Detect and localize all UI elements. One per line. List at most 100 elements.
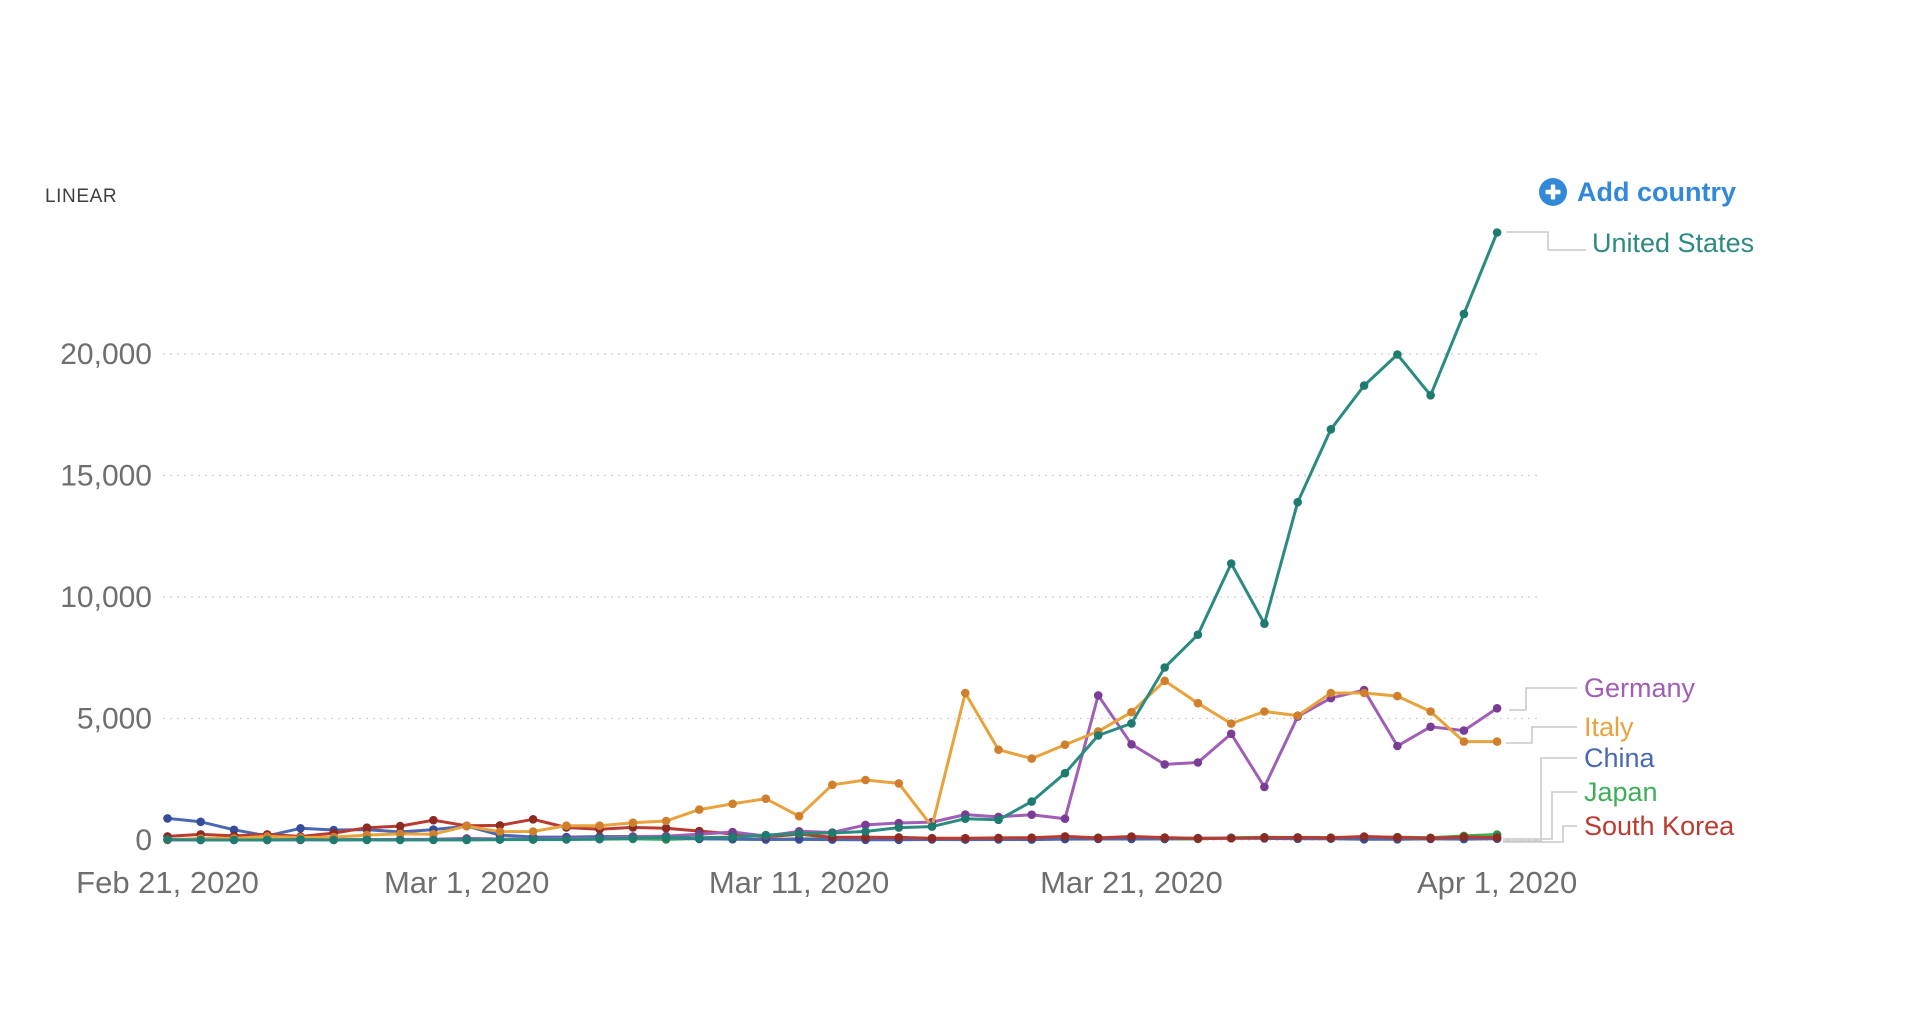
data-point[interactable] — [828, 780, 837, 790]
series-label-italy[interactable]: Italy — [1584, 712, 1634, 742]
data-point[interactable] — [1093, 833, 1103, 843]
data-point[interactable] — [296, 835, 305, 844]
data-point[interactable] — [1426, 833, 1435, 843]
data-point[interactable] — [1193, 698, 1203, 708]
data-point[interactable] — [1426, 391, 1435, 400]
data-point[interactable] — [728, 832, 737, 842]
data-point[interactable] — [728, 799, 737, 809]
data-point[interactable] — [1459, 726, 1469, 735]
data-point[interactable] — [362, 823, 372, 832]
data-point[interactable] — [994, 833, 1003, 843]
data-point[interactable] — [794, 829, 804, 838]
data-point[interactable] — [861, 827, 870, 836]
data-point[interactable] — [628, 833, 638, 843]
data-point[interactable] — [1193, 758, 1203, 767]
data-point[interactable] — [1459, 832, 1469, 842]
data-point[interactable] — [329, 835, 339, 845]
data-point[interactable] — [528, 827, 538, 836]
data-point[interactable] — [1293, 833, 1302, 842]
data-point[interactable] — [1226, 833, 1236, 843]
data-point[interactable] — [1459, 309, 1469, 319]
data-point[interactable] — [495, 827, 505, 836]
series-line-italy[interactable] — [166, 679, 1499, 842]
data-point[interactable] — [994, 815, 1003, 825]
data-point[interactable] — [1060, 832, 1070, 841]
data-point[interactable] — [395, 821, 405, 831]
data-point[interactable] — [695, 805, 704, 814]
data-point[interactable] — [1326, 425, 1336, 434]
data-point[interactable] — [1127, 832, 1136, 841]
data-point[interactable] — [562, 835, 571, 844]
data-point[interactable] — [1260, 782, 1269, 792]
data-point[interactable] — [1492, 228, 1502, 237]
data-point[interactable] — [1127, 707, 1136, 717]
series-line-united-states[interactable] — [166, 231, 1499, 842]
data-point[interactable] — [628, 818, 638, 827]
data-point[interactable] — [1359, 832, 1369, 841]
data-point[interactable] — [661, 833, 671, 842]
data-point[interactable] — [1060, 814, 1070, 823]
series-markers-united-states[interactable] — [163, 228, 1502, 845]
series-label-china[interactable]: China — [1584, 743, 1656, 773]
data-point[interactable] — [1426, 707, 1435, 716]
data-point[interactable] — [1260, 833, 1269, 842]
data-point[interactable] — [894, 823, 904, 832]
data-point[interactable] — [1027, 833, 1036, 842]
data-point[interactable] — [262, 835, 272, 845]
data-point[interactable] — [927, 822, 937, 831]
data-point[interactable] — [1060, 768, 1070, 778]
data-point[interactable] — [595, 821, 604, 830]
data-point[interactable] — [761, 830, 771, 840]
data-point[interactable] — [1393, 350, 1402, 359]
data-point[interactable] — [1127, 740, 1136, 749]
data-point[interactable] — [562, 821, 571, 830]
data-point[interactable] — [761, 794, 771, 803]
data-point[interactable] — [1160, 833, 1169, 842]
data-point[interactable] — [1226, 729, 1236, 739]
data-point[interactable] — [661, 816, 671, 826]
data-point[interactable] — [1093, 691, 1103, 700]
data-point[interactable] — [1260, 619, 1269, 628]
data-point[interactable] — [861, 820, 870, 830]
data-point[interactable] — [1393, 741, 1402, 751]
data-point[interactable] — [861, 775, 870, 785]
data-point[interactable] — [1393, 691, 1402, 701]
data-point[interactable] — [695, 833, 704, 842]
series-markers-germany[interactable] — [163, 685, 1502, 845]
data-point[interactable] — [429, 835, 438, 845]
data-point[interactable] — [1492, 704, 1502, 713]
series-label-south-korea[interactable]: South Korea — [1584, 811, 1735, 841]
data-point[interactable] — [1160, 760, 1169, 769]
data-point[interactable] — [1127, 719, 1136, 728]
data-point[interactable] — [395, 829, 405, 839]
data-point[interactable] — [1426, 722, 1435, 732]
data-point[interactable] — [163, 835, 172, 844]
data-point[interactable] — [395, 835, 405, 845]
data-point[interactable] — [1459, 737, 1469, 746]
series-label-japan[interactable]: Japan — [1584, 777, 1658, 807]
data-point[interactable] — [495, 821, 505, 830]
data-point[interactable] — [1160, 663, 1169, 672]
data-point[interactable] — [1226, 559, 1236, 568]
data-point[interactable] — [462, 835, 472, 845]
data-point[interactable] — [429, 815, 438, 825]
data-point[interactable] — [196, 835, 205, 845]
data-point[interactable] — [1326, 833, 1336, 843]
data-point[interactable] — [1093, 731, 1103, 740]
series-label-united-states[interactable]: United States — [1592, 228, 1754, 258]
data-point[interactable] — [462, 821, 472, 831]
scale-toggle-linear[interactable]: LINEAR — [45, 186, 118, 207]
add-country-button[interactable]: Add country — [1538, 177, 1736, 207]
data-point[interactable] — [229, 835, 239, 845]
data-point[interactable] — [828, 828, 837, 838]
data-point[interactable] — [1393, 833, 1402, 842]
data-point[interactable] — [1326, 688, 1336, 698]
data-point[interactable] — [229, 825, 239, 835]
data-point[interactable] — [1359, 688, 1369, 698]
data-point[interactable] — [196, 817, 205, 827]
data-point[interactable] — [961, 688, 970, 698]
data-point[interactable] — [1492, 737, 1502, 746]
data-point[interactable] — [1260, 707, 1269, 716]
data-point[interactable] — [1359, 381, 1369, 390]
